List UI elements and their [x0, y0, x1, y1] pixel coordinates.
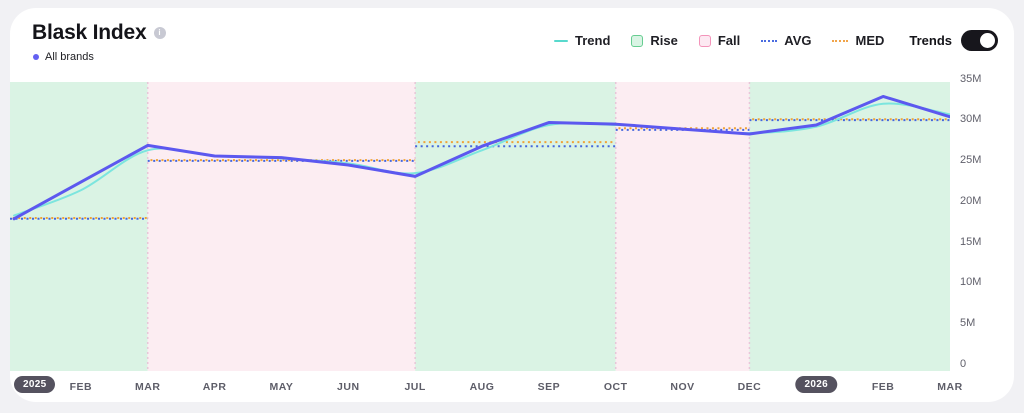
med-dotted-icon: [832, 39, 849, 42]
y-axis-label: 20M: [960, 194, 982, 207]
x-axis-label: MAR: [937, 381, 963, 393]
chart-header: Blask Index i All brands Trend Rise Fall: [10, 8, 1014, 63]
legend-label-avg: AVG: [784, 33, 812, 48]
x-axis-label: FEB: [871, 381, 895, 393]
title-block: Blask Index i All brands: [32, 21, 166, 63]
series-dot-icon: [33, 54, 39, 60]
series-label: All brands: [45, 51, 94, 63]
x-axis-label: FEB: [69, 381, 93, 393]
y-axis-label: 10M: [960, 276, 982, 289]
rise-swatch-icon: [631, 34, 644, 47]
trends-toggle-group: Trends: [909, 30, 998, 51]
series-indicator: All brands: [33, 51, 166, 63]
legend-item-med[interactable]: MED: [832, 33, 884, 48]
year-pill: 2026: [795, 376, 838, 393]
trends-toggle-label: Trends: [909, 33, 952, 48]
legend-label-med: MED: [855, 33, 885, 48]
x-axis-label: JUN: [337, 381, 360, 393]
x-axis-label: AUG: [469, 381, 495, 393]
fall-swatch-icon: [698, 34, 711, 47]
x-axis-label: OCT: [603, 381, 628, 393]
blask-index-card: Blask Index i All brands Trend Rise Fall: [10, 8, 1014, 402]
x-axis-label: JUL: [404, 381, 426, 393]
y-axis-label: 15M: [960, 235, 982, 248]
x-axis-label: MAR: [134, 381, 161, 393]
legend-item-fall[interactable]: Fall: [698, 33, 741, 48]
legend-item-avg[interactable]: AVG: [761, 33, 811, 48]
avg-dotted-icon: [761, 39, 778, 42]
toggle-knob: [980, 33, 995, 48]
trends-toggle[interactable]: [961, 30, 998, 51]
x-axis-label: NOV: [670, 381, 695, 393]
x-axis: 2025 FEB MAR APR MAY JUN JUL AUG SEP OCT NOV DEC 202…: [10, 375, 1014, 399]
info-icon[interactable]: i: [153, 27, 166, 39]
y-axis-label: 35M: [960, 72, 982, 85]
y-axis-label: 30M: [960, 113, 982, 126]
blask-index-chart[interactable]: [10, 82, 950, 371]
trend-line-icon: [553, 39, 568, 42]
y-axis-label: 25M: [960, 154, 982, 167]
chart-area: 35M 30M 25M 20M 15M 10M 5M 0: [10, 73, 1014, 371]
legend-item-rise[interactable]: Rise: [631, 33, 678, 48]
y-axis-label: 0: [960, 358, 967, 370]
legend-label-rise: Rise: [650, 33, 678, 48]
legend-label-fall: Fall: [717, 33, 741, 48]
x-axis-label: SEP: [537, 381, 561, 393]
x-axis-label: DEC: [737, 381, 762, 393]
x-axis-label: APR: [202, 381, 227, 393]
page-title: Blask Index: [32, 21, 147, 44]
legend-item-trend[interactable]: Trend: [553, 33, 611, 48]
x-axis-label: MAY: [269, 381, 294, 393]
year-pill: 2025: [14, 376, 56, 393]
legend: Trend Rise Fall AVG MED Trends: [553, 30, 998, 51]
y-axis-label: 5M: [960, 317, 976, 330]
legend-label-trend: Trend: [574, 33, 611, 48]
